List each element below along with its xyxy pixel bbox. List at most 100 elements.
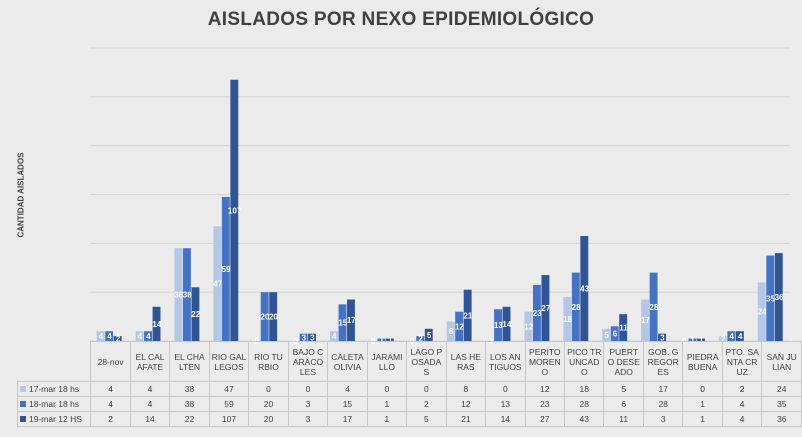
data-label: 3 xyxy=(310,333,315,342)
table-cell: 27 xyxy=(524,411,566,427)
data-label: 3 xyxy=(660,333,665,342)
table-cell: 107 xyxy=(208,411,250,427)
data-label: 8 xyxy=(449,327,454,336)
data-label: 1 xyxy=(699,336,704,345)
table-cell: 21 xyxy=(445,411,487,427)
data-label: 2 xyxy=(721,335,726,344)
data-label: 59 xyxy=(222,265,231,274)
data-label: 15 xyxy=(338,319,347,328)
bar xyxy=(105,331,114,341)
category-label: EL CHALTEN xyxy=(169,341,210,382)
table-cell: 6 xyxy=(603,396,644,412)
data-label: 12 xyxy=(524,322,533,331)
table-cell: 4 xyxy=(327,381,368,397)
bar xyxy=(524,311,533,341)
bar xyxy=(96,331,105,341)
bar xyxy=(221,196,230,341)
data-label: 28 xyxy=(572,303,581,312)
table-cell: 3 xyxy=(642,411,684,427)
bar xyxy=(152,306,161,341)
category-label: EL CALAFATE xyxy=(129,341,171,382)
category-label: PUERTO DESEADO xyxy=(603,341,644,382)
data-label: 5 xyxy=(604,331,609,340)
table-cell: 2 xyxy=(406,396,447,412)
data-label: 4 xyxy=(138,332,143,341)
legend-entry: 18-mar 18 hs xyxy=(16,396,92,412)
category-label: SAN JULIAN xyxy=(761,341,802,382)
data-label: 107 xyxy=(228,206,242,215)
bar xyxy=(580,236,589,341)
table-cell: 0 xyxy=(287,381,329,397)
data-label: 14 xyxy=(502,320,511,329)
data-label: 4 xyxy=(738,332,743,341)
category-label: PIEDRA BUENA xyxy=(682,341,723,382)
data-label: 1 xyxy=(379,336,384,345)
table-cell: 3 xyxy=(287,411,329,427)
table-cell: 36 xyxy=(761,411,802,427)
table-cell: 59 xyxy=(208,396,250,412)
data-label: 22 xyxy=(191,310,200,319)
data-label: 4 xyxy=(332,332,337,341)
table-cell: 47 xyxy=(208,381,250,397)
data-label: 28 xyxy=(649,303,658,312)
data-label: 43 xyxy=(580,285,589,294)
table-row: 17-mar 18 hs 4 4 38 47 0 0 4 0 0 8 0 12 18 5 17 0 2 24 xyxy=(16,381,802,397)
bar xyxy=(338,304,347,341)
bar xyxy=(649,272,658,341)
table-cell: 38 xyxy=(169,396,210,412)
bar xyxy=(619,314,628,341)
table-cell: 5 xyxy=(406,411,447,427)
data-label: 17 xyxy=(347,316,356,325)
data-label: 4 xyxy=(99,332,104,341)
bar xyxy=(757,282,766,341)
table-cell: 0 xyxy=(485,381,526,397)
legend-swatch xyxy=(20,416,26,423)
bar xyxy=(697,338,705,341)
table-cell: 23 xyxy=(524,396,566,412)
table-cell: 28 xyxy=(642,396,684,412)
data-label: 1 xyxy=(691,336,696,345)
data-label: 24 xyxy=(758,308,767,317)
table-cell: 0 xyxy=(682,381,723,397)
table-cell: 17 xyxy=(327,411,368,427)
data-label: 20 xyxy=(269,313,278,322)
bar xyxy=(260,292,269,341)
bar xyxy=(571,272,580,341)
table-cell: 1 xyxy=(366,411,408,427)
bar xyxy=(424,328,433,341)
table-cell: 11 xyxy=(603,411,644,427)
bar xyxy=(541,275,550,341)
bar xyxy=(230,79,239,341)
table-cell: 15 xyxy=(327,396,368,412)
bar xyxy=(416,336,425,341)
table-cell: 1 xyxy=(682,411,723,427)
bar xyxy=(563,297,572,341)
data-label: 3 xyxy=(302,333,307,342)
legend-swatch xyxy=(20,401,26,408)
table-cell: 0 xyxy=(248,381,289,397)
table-cell: 18 xyxy=(564,381,605,397)
category-label: LOS ANTIGUOS xyxy=(485,341,526,382)
table-row: 18-mar 18 hs 4 4 38 59 20 3 15 1 2 12 13 23 28 6 28 1 4 35 xyxy=(16,396,802,412)
data-label: 38 xyxy=(174,291,183,300)
data-label: 20 xyxy=(261,313,270,322)
legend-swatch xyxy=(20,386,26,393)
table-cell: 1 xyxy=(366,396,408,412)
category-label: LAGO POSADAS xyxy=(406,341,447,382)
bar xyxy=(688,338,697,341)
bar xyxy=(385,338,394,341)
category-label: PICO TRUNCADO xyxy=(564,341,605,382)
category-label: CALETA OLIVIA xyxy=(327,341,368,382)
legend-entry: 19-mar 12 HS xyxy=(16,411,92,427)
category-label: JARAMILLO xyxy=(366,341,408,382)
category-label: BAJO CARACOLES xyxy=(287,341,329,382)
table-cell: 22 xyxy=(169,411,210,427)
table-cell: 0 xyxy=(406,381,447,397)
bar xyxy=(502,306,511,341)
bar xyxy=(727,331,736,341)
category-label: RIO GALLEGOS xyxy=(208,341,250,382)
bar xyxy=(144,331,152,341)
table-cell: 4 xyxy=(721,396,763,412)
bar xyxy=(308,333,317,341)
data-label: 47 xyxy=(213,280,222,289)
